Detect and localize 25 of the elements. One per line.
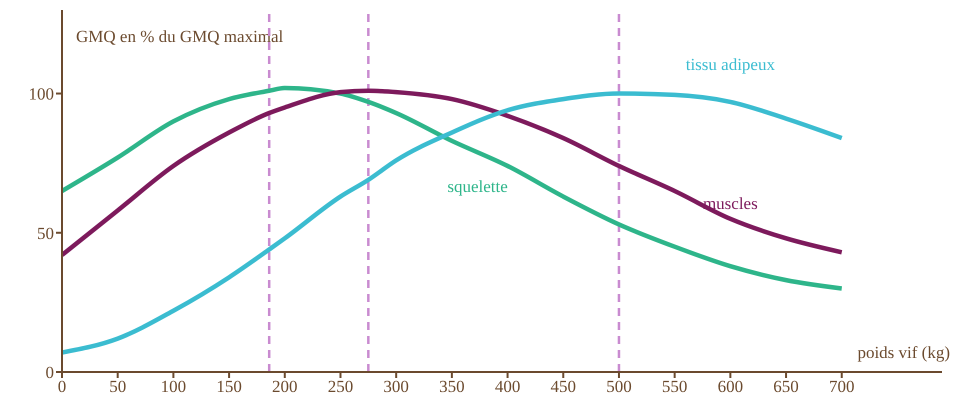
x-tick-label: 400	[494, 377, 520, 396]
x-tick-label: 200	[272, 377, 298, 396]
series-label: squelette	[447, 176, 508, 196]
x-tick-label: 700	[828, 377, 854, 396]
series-label: tissu adipeux	[686, 54, 776, 74]
x-axis-title: poids vif (kg)	[857, 343, 950, 362]
x-tick-label: 450	[550, 377, 576, 396]
y-tick-label: 100	[28, 84, 54, 104]
line-series	[62, 91, 844, 355]
x-tick-label: 300	[383, 377, 409, 396]
y-tick-label: 50	[37, 224, 54, 243]
x-tick-label: 350	[439, 377, 465, 396]
x-tick-label: 600	[718, 377, 744, 396]
line-series	[62, 88, 844, 258]
x-tick-label: 50	[109, 377, 126, 396]
y-axis-title: GMQ en % du GMQ maximal	[76, 27, 284, 46]
x-tick-label: 550	[662, 377, 688, 396]
y-tick-label: 0	[46, 363, 54, 382]
x-tick-label: 150	[216, 377, 242, 396]
x-tick-label: 100	[160, 377, 186, 396]
x-tick-label: 500	[606, 377, 632, 396]
x-tick-label: 0	[58, 377, 66, 396]
line-series	[62, 86, 844, 291]
x-tick-label: 250	[328, 377, 354, 396]
x-tick-label: 650	[773, 377, 799, 396]
